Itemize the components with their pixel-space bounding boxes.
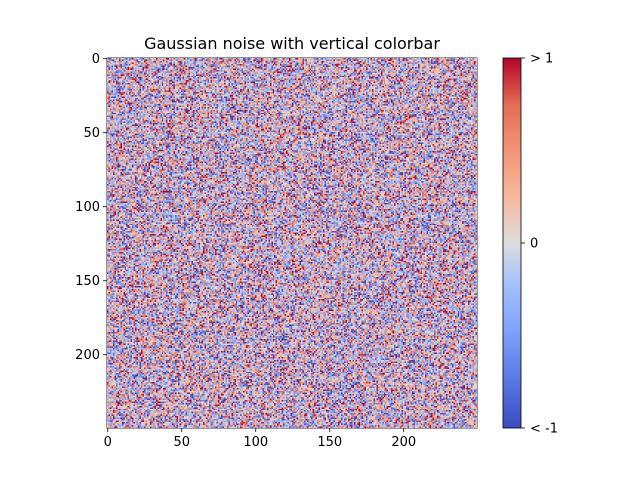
colorbar	[503, 58, 521, 428]
y-tick-label: 150	[75, 274, 100, 289]
y-axis: 0 50 100 150 200	[75, 52, 107, 363]
x-axis: 0 50 100 150 200	[104, 428, 416, 450]
heatmap-image	[107, 58, 477, 428]
colorbar-axis: > 1 0 < -1	[521, 52, 558, 437]
x-tick-label: 200	[391, 435, 416, 450]
x-tick-label: 100	[243, 435, 268, 450]
x-tick-label: 50	[173, 435, 190, 450]
colorbar-tick-label: > 1	[530, 52, 553, 67]
y-tick-label: 200	[75, 348, 100, 363]
x-tick-label: 150	[317, 435, 342, 450]
y-tick-label: 100	[75, 200, 100, 215]
y-tick-label: 0	[92, 52, 100, 67]
chart-title: Gaussian noise with vertical colorbar	[144, 34, 440, 53]
y-tick-label: 50	[83, 126, 100, 141]
colorbar-tick-label: < -1	[530, 422, 558, 437]
x-tick-label: 0	[104, 435, 112, 450]
colorbar-tick-label: 0	[530, 237, 538, 252]
